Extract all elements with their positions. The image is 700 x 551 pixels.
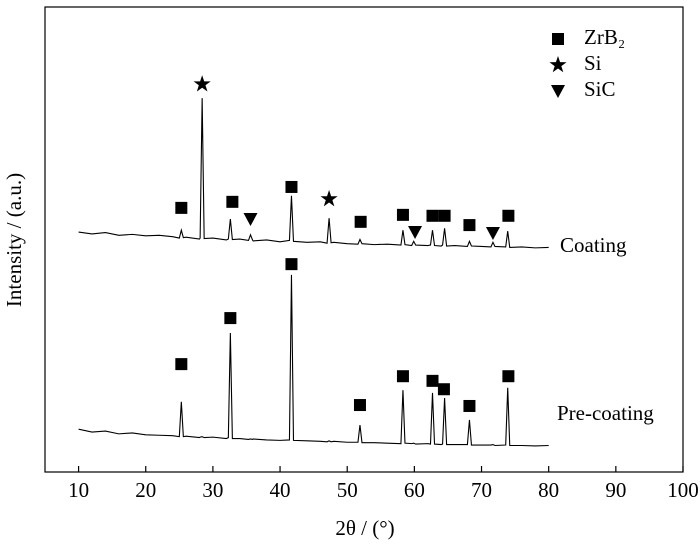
marker-square [463,219,476,232]
marker-square [353,399,366,412]
marker-square [226,195,239,208]
x-tick-label: 30 [202,478,223,502]
marker-square [426,209,439,222]
marker-square [396,208,409,221]
marker-star [549,56,567,73]
x-tick-label: 90 [605,478,626,502]
x-axis-label: 2θ / (°) [335,516,394,540]
y-axis-label: Intensity / (a.u.) [2,173,26,307]
marker-square [426,374,439,387]
marker-square [285,180,298,193]
legend-label: SiC [584,77,616,101]
marker-star [320,190,338,207]
marker-triangle [551,85,565,98]
marker-triangle [485,226,500,240]
x-tick-label: 20 [135,478,156,502]
marker-triangle [243,213,258,227]
x-tick-label: 50 [337,478,358,502]
x-tick-label: 40 [270,478,291,502]
marker-star [193,75,211,92]
x-tick-label: 70 [471,478,492,502]
marker-square [175,201,188,214]
marker-square [437,383,450,396]
x-tick-label: 60 [404,478,425,502]
series-label: Pre-coating [557,401,654,425]
marker-square [463,399,476,412]
marker-triangle [408,226,423,240]
marker-square [552,33,564,45]
x-tick-label: 10 [68,478,89,502]
marker-square [502,209,515,222]
series-label: Coating [560,233,627,257]
marker-square [285,258,298,271]
marker-square [175,358,188,371]
x-tick-label: 100 [667,478,699,502]
legend-label: Si [584,51,602,75]
marker-square [502,370,515,383]
spectrum-line [78,98,549,249]
x-tick-label: 80 [538,478,559,502]
marker-square [396,370,409,383]
marker-square [438,209,451,222]
plot-frame [44,6,684,473]
legend-label: ZrB₂ [584,25,625,49]
marker-square [224,312,237,325]
spectrum-line [78,274,549,447]
marker-square [354,215,367,228]
